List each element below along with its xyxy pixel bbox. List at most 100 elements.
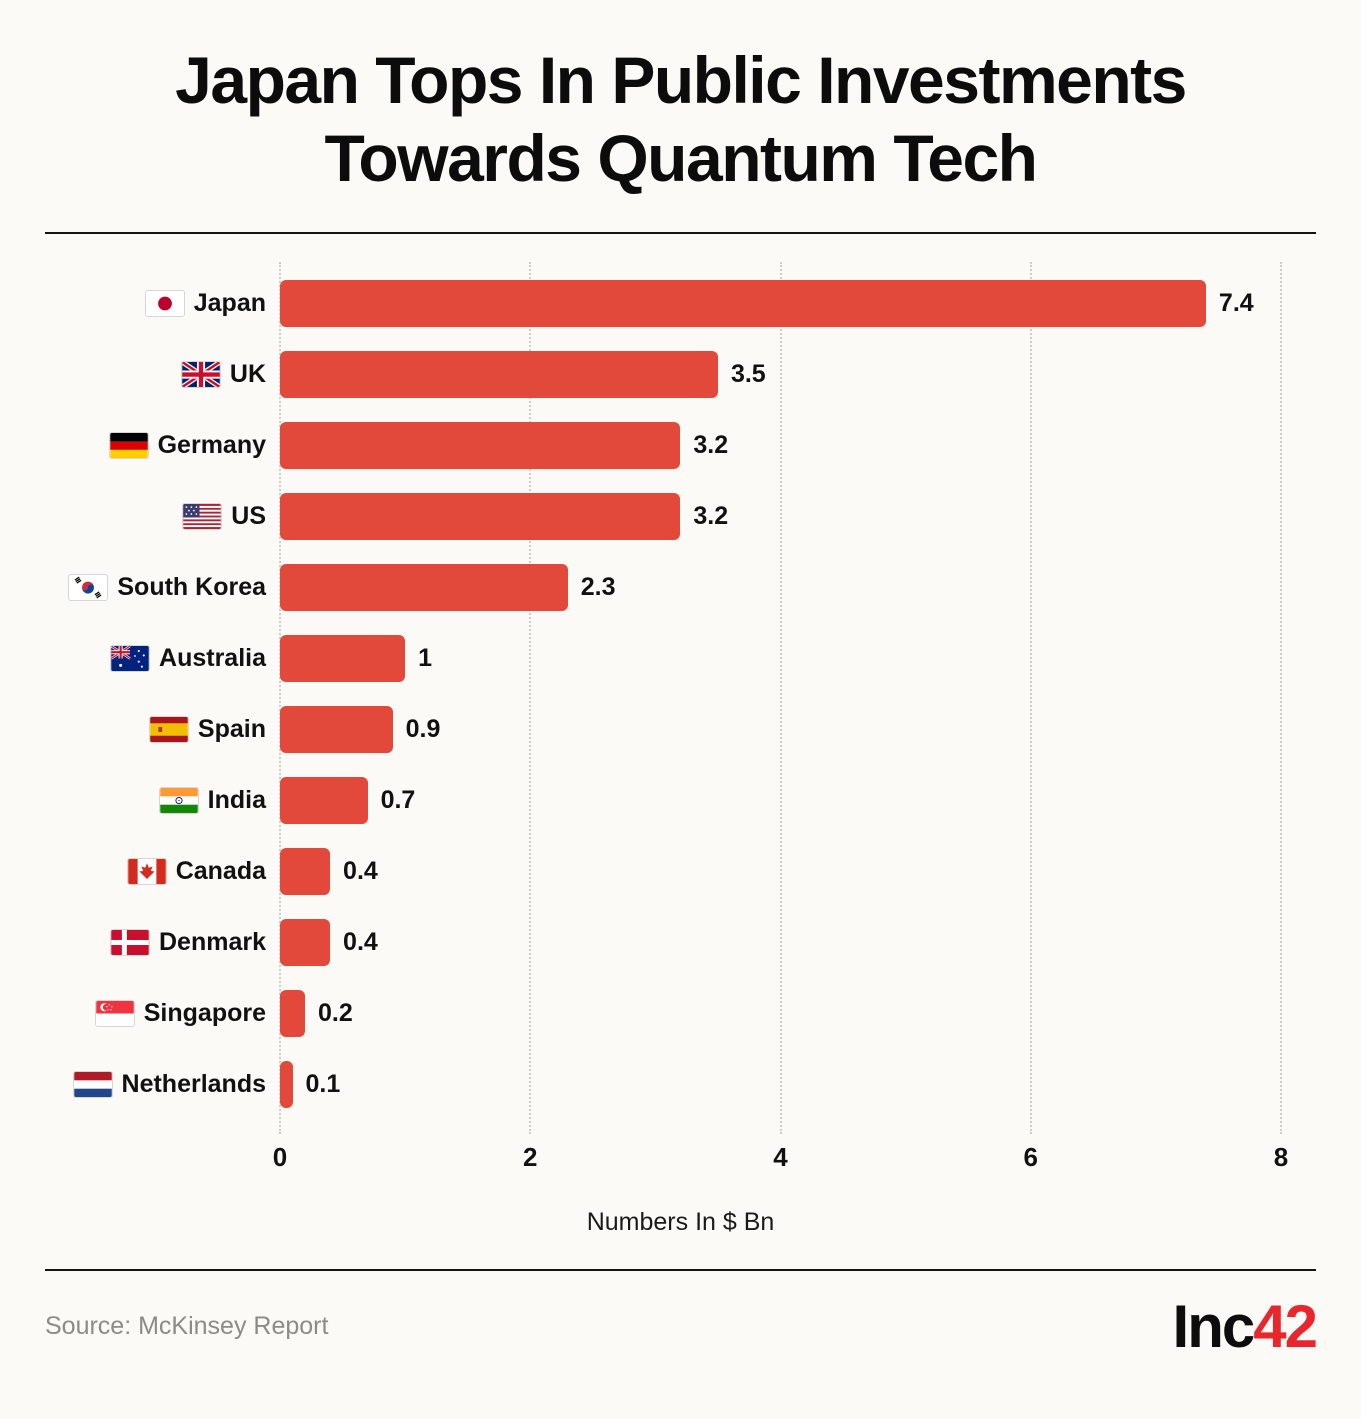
logo-text: Inc (1172, 1292, 1256, 1360)
bar-japan (280, 279, 1206, 327)
title-line-2: Towards Quantum Tech (324, 120, 1038, 195)
chart-row: Canada 0.4 (45, 836, 1316, 907)
chart-row: UK 3.5 (45, 339, 1316, 410)
bottom-divider (45, 1268, 1316, 1271)
bar-zone: 0.4 (280, 847, 1281, 895)
category-label: Germany (45, 431, 280, 460)
bar-zone: 0.7 (280, 776, 1281, 824)
chart-row: Japan 7.4 (45, 268, 1316, 339)
spain-flag-icon (148, 715, 189, 743)
chart-row: Spain 0.9 (45, 694, 1316, 765)
bar-zone: 7.4 (280, 279, 1281, 327)
bar-zone: 3.5 (280, 350, 1281, 398)
category-label: Canada (45, 857, 280, 886)
australia-flag-icon (110, 644, 151, 672)
value-label: 0.7 (380, 785, 416, 814)
category-label: South Korea (45, 573, 280, 602)
category-text: Spain (197, 714, 266, 743)
chart-row: South Korea 2.3 (45, 552, 1316, 623)
value-label: 2.3 (580, 572, 616, 601)
chart-rows: Japan 7.4 UK 3.5 Germany 3.2 US 3.2 South Korea 2… (45, 268, 1316, 1120)
bar-australia (280, 634, 406, 682)
value-label: 3.2 (693, 501, 729, 530)
chart-row: Australia 1 (45, 623, 1316, 694)
uk-flag-icon (180, 360, 221, 388)
bar-india (280, 776, 368, 824)
chart-row: Netherlands 0.1 (45, 1049, 1316, 1120)
category-text: US (231, 501, 266, 530)
category-text: Singapore (143, 998, 266, 1027)
canada-flag-icon (126, 857, 167, 885)
category-text: Canada (175, 856, 266, 885)
bar-zone: 3.2 (280, 492, 1281, 540)
india-flag-icon (158, 786, 199, 814)
bar-singapore (280, 989, 306, 1037)
x-axis-ticks: 0 2 4 6 8 (273, 1141, 1288, 1172)
x-tick-label: 8 (1273, 1141, 1289, 1172)
bar-denmark (280, 918, 331, 966)
bar-zone: 0.4 (280, 918, 1281, 966)
bar-uk (280, 350, 718, 398)
x-tick-label: 0 (272, 1141, 288, 1172)
category-label: India (45, 786, 280, 815)
category-label: UK (45, 360, 280, 389)
germany-flag-icon (108, 431, 149, 459)
bar-us (280, 492, 681, 540)
category-text: UK (229, 359, 266, 388)
category-text: Germany (157, 430, 266, 459)
page-title: Japan Tops In Public Investments Towards… (45, 0, 1316, 198)
value-label: 0.4 (343, 856, 378, 885)
category-label: Singapore (45, 999, 280, 1028)
bar-spain (280, 705, 393, 753)
bar-zone: 0.2 (280, 989, 1281, 1037)
x-tick-label: 6 (1023, 1141, 1038, 1172)
chart-row: Denmark 0.4 (45, 907, 1316, 978)
denmark-flag-icon (110, 928, 150, 956)
bar-zone: 0.1 (280, 1060, 1281, 1108)
footer: Source: McKinsey Report Inc42 (45, 1296, 1318, 1357)
chart-row: Singapore 0.2 (45, 978, 1316, 1049)
x-axis-label: Numbers In $ Bn (586, 1207, 775, 1236)
value-label: 0.9 (405, 714, 441, 743)
category-label: US (45, 502, 280, 531)
netherlands-flag-icon (72, 1070, 113, 1098)
value-label: 0.2 (318, 998, 353, 1027)
category-text: Denmark (159, 927, 266, 956)
value-label: 7.4 (1218, 288, 1254, 317)
japan-flag-icon (144, 289, 185, 317)
bar-zone: 1 (280, 634, 1281, 682)
us-flag-icon (182, 502, 223, 530)
bar-zone: 0.9 (280, 705, 1281, 753)
bar-canada (280, 847, 331, 895)
bar-chart: Japan 7.4 UK 3.5 Germany 3.2 US 3.2 South Korea 2… (45, 261, 1316, 1134)
category-label: Japan (45, 289, 280, 318)
south-korea-flag-icon (68, 573, 109, 601)
category-label: Spain (45, 715, 280, 744)
infographic: Japan Tops In Public Investments Towards… (45, 0, 1318, 1357)
logo-number: 42 (1253, 1292, 1318, 1360)
chart-row: US 3.2 (45, 481, 1316, 552)
value-label: 3.2 (693, 430, 729, 459)
category-text: Australia (159, 643, 266, 672)
title-line-1: Japan Tops In Public Investments (175, 43, 1187, 117)
value-label: 1 (418, 643, 433, 672)
value-label: 0.1 (305, 1069, 341, 1098)
x-tick-label: 4 (773, 1141, 788, 1172)
source-text: Source: McKinsey Report (45, 1312, 329, 1341)
bar-zone: 2.3 (280, 563, 1281, 611)
category-label: Australia (45, 644, 280, 673)
category-text: South Korea (117, 572, 266, 601)
inc42-logo: Inc42 (1173, 1296, 1318, 1357)
chart-row: Germany 3.2 (45, 410, 1316, 481)
bar-germany (280, 421, 681, 469)
chart-row: India 0.7 (45, 765, 1316, 836)
value-label: 0.4 (343, 927, 378, 956)
category-label: Netherlands (45, 1070, 280, 1099)
bar-zone: 3.2 (280, 421, 1281, 469)
bar-south-korea (280, 563, 568, 611)
category-text: Netherlands (121, 1069, 266, 1098)
category-text: India (207, 785, 266, 814)
value-label: 3.5 (730, 359, 766, 388)
category-text: Japan (193, 288, 266, 317)
category-label: Denmark (45, 928, 280, 957)
